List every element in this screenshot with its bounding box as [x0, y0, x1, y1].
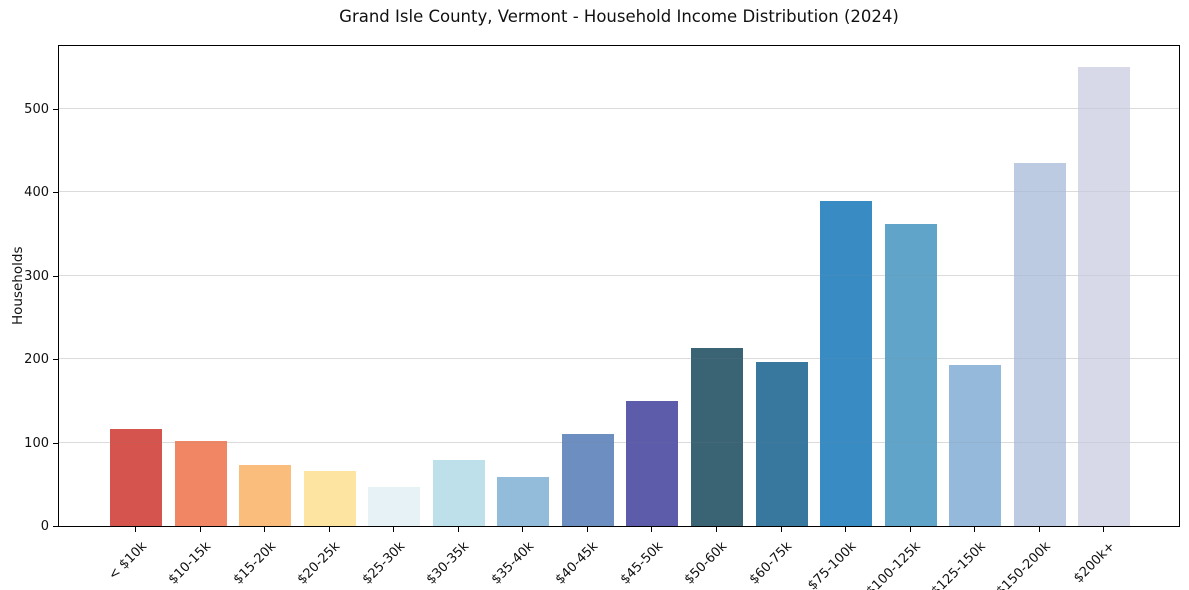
x-tick-$150-200k — [1038, 527, 1040, 532]
y-tick-200 — [53, 359, 58, 361]
x-tick-label-$125-150k: $125-150k — [928, 539, 989, 590]
gridline-y-200 — [59, 358, 1179, 360]
bar-$30-35k — [432, 460, 485, 526]
y-tick-0 — [53, 526, 58, 527]
x-tick-$25-30k — [393, 527, 395, 532]
x-tick-< $10k — [135, 527, 136, 532]
x-tick-label-$10-15k: $10-15k — [165, 539, 215, 588]
x-tick-label-$15-20k: $15-20k — [230, 539, 279, 588]
y-tick-label-400: 400 — [24, 185, 49, 201]
x-tick-label-$200k+: $200k+ — [1070, 539, 1118, 587]
gridline-y-400 — [59, 191, 1179, 193]
gridline-overlay-y-300 — [59, 274, 1179, 276]
x-tick-$20-25k — [328, 527, 330, 532]
x-tick-$40-45k — [586, 527, 588, 532]
gridline-y-500 — [59, 108, 1179, 110]
x-tick-$75-100k — [845, 527, 847, 532]
x-tick-$125-150k — [974, 527, 976, 532]
bar-$100-125k — [884, 224, 937, 526]
x-tick-label-$35-40k: $35-40k — [488, 539, 537, 588]
bar-$15-20k — [239, 465, 292, 526]
gridline-overlay-y-200 — [59, 358, 1179, 360]
bar-$125-150k — [949, 365, 1002, 526]
bar-$10-15k — [174, 440, 227, 526]
y-tick-100 — [53, 442, 58, 444]
bar-$50-60k — [690, 348, 743, 526]
x-tick-label-$60-75k: $60-75k — [746, 539, 796, 588]
y-tick-400 — [53, 192, 58, 194]
y-tick-300 — [53, 275, 58, 277]
x-tick-label-$150-200k: $150-200k — [993, 539, 1054, 590]
x-tick-$35-40k — [522, 527, 524, 532]
y-tick-label-300: 300 — [24, 268, 49, 284]
gridline-overlay-y-100 — [59, 441, 1179, 443]
bar-$150-200k — [1013, 163, 1066, 526]
x-tick-label-< $10k: < $10k — [105, 539, 150, 584]
bar-< $10k — [110, 429, 162, 526]
x-tick-$45-50k — [651, 527, 653, 532]
x-tick-label-$45-50k: $45-50k — [617, 539, 667, 588]
x-tick-$60-75k — [780, 527, 782, 532]
x-tick-label-$75-100k: $75-100k — [805, 539, 860, 590]
bar-$20-25k — [303, 470, 356, 526]
plot-area — [58, 45, 1180, 527]
gridline-y-300 — [59, 274, 1179, 276]
y-tick-label-500: 500 — [24, 102, 49, 118]
y-tick-500 — [53, 109, 58, 111]
gridline-overlay-y-500 — [59, 108, 1179, 110]
y-tick-label-0: 0 — [40, 519, 49, 534]
x-tick-label-$25-30k: $25-30k — [359, 539, 408, 588]
chart-title: Grand Isle County, Vermont - Household I… — [339, 7, 899, 26]
gridline-overlay-y-400 — [59, 191, 1179, 193]
x-tick-$15-20k — [264, 527, 266, 532]
bar-$35-40k — [497, 476, 550, 526]
x-tick-$30-35k — [457, 527, 459, 532]
bar-$60-75k — [755, 361, 808, 526]
x-tick-label-$30-35k: $30-35k — [423, 539, 473, 588]
x-tick-$10-15k — [199, 527, 201, 532]
x-tick-$100-125k — [909, 527, 911, 532]
x-tick-label-$20-25k: $20-25k — [294, 539, 344, 588]
bar-$45-50k — [626, 400, 679, 526]
bar-$200k+ — [1078, 67, 1131, 526]
x-tick-label-$50-60k: $50-60k — [682, 539, 731, 588]
x-tick-$200k+ — [1103, 527, 1105, 532]
bar-$75-100k — [820, 200, 873, 526]
x-tick-label-$100-125k: $100-125k — [864, 539, 925, 590]
y-tick-label-200: 200 — [24, 352, 49, 368]
bar-$25-30k — [368, 486, 421, 526]
gridline-y-100 — [59, 441, 1179, 443]
y-axis-label: Households — [10, 246, 26, 326]
bar-$40-45k — [561, 434, 614, 526]
x-tick-$50-60k — [715, 527, 717, 532]
x-tick-label-$40-45k: $40-45k — [552, 539, 602, 588]
y-tick-label-100: 100 — [24, 435, 49, 451]
